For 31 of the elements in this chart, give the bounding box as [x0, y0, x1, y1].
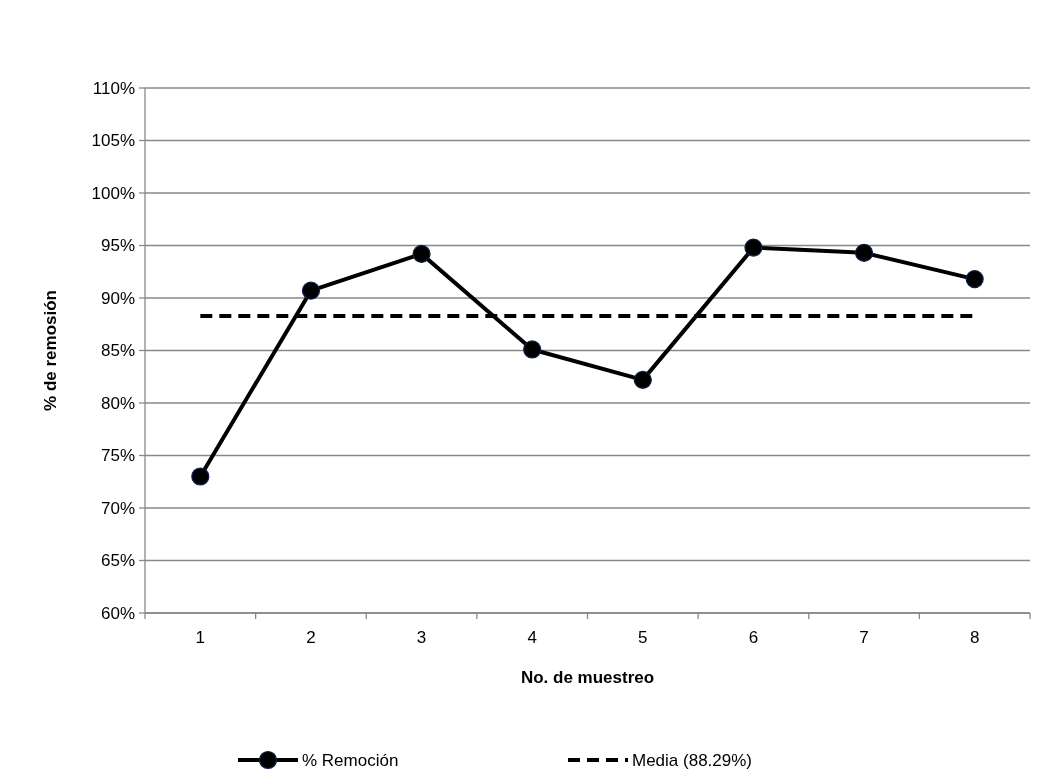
x-tick-label: 3: [416, 628, 427, 647]
point: [191, 467, 210, 486]
x-tick-label: 1: [195, 628, 206, 647]
point: [854, 243, 874, 262]
point: [744, 238, 763, 257]
x-tick-label: 5: [638, 628, 648, 647]
y-tick-label: 80%: [100, 393, 135, 413]
point: [633, 370, 652, 389]
y-tick-label: 90%: [100, 288, 135, 308]
y-tick-label: 75%: [100, 446, 135, 466]
legend-label: Media (88.29%): [632, 750, 753, 770]
y-tick-label: 65%: [100, 551, 135, 571]
x-tick-label: 7: [859, 628, 869, 647]
y-tick-label: 60%: [100, 603, 135, 623]
point: [965, 270, 984, 289]
x-tick-label: 6: [748, 628, 759, 647]
x-tick-label: 2: [306, 628, 316, 647]
point: [301, 281, 321, 300]
x-tick-label: 8: [969, 628, 980, 647]
x-tick-label: 4: [527, 628, 537, 647]
y-axis-title: % de remosión: [41, 290, 60, 411]
y-tick-label: 70%: [100, 498, 135, 518]
y-tick-label: 110%: [92, 78, 135, 98]
y-tick-label: 95%: [100, 236, 135, 256]
point: [523, 340, 542, 359]
x-axis-title: No. de muestreo: [520, 668, 655, 687]
y-tick-label: 100%: [91, 183, 135, 203]
legend-label: % Remoción: [302, 750, 399, 770]
point: [412, 244, 431, 263]
y-tick-label: 105%: [91, 131, 135, 151]
y-tick-label: 85%: [100, 341, 135, 361]
